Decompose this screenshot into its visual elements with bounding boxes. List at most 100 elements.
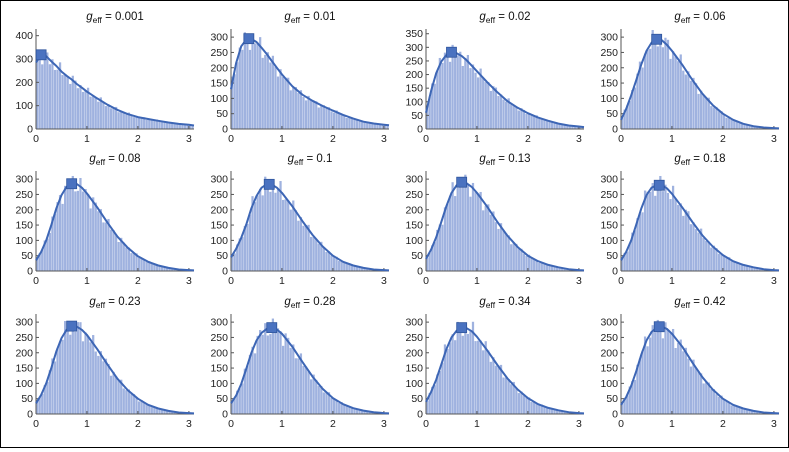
histogram-bar <box>433 242 436 271</box>
histogram-bar <box>261 57 264 129</box>
histogram-bar <box>735 405 738 414</box>
histogram-bar <box>451 182 454 271</box>
histogram-bar <box>502 230 505 271</box>
histogram-bar <box>71 322 74 414</box>
histogram-bar <box>41 393 44 414</box>
histogram-bar <box>99 97 102 129</box>
histogram-bar <box>527 397 531 414</box>
histogram-bar <box>671 328 675 414</box>
histogram-bar <box>84 332 87 414</box>
histogram-bar <box>371 412 374 414</box>
histogram-bar <box>487 204 490 271</box>
histogram-bar <box>702 237 705 271</box>
y-tick-label: 300 <box>600 32 618 44</box>
histogram-bar <box>728 402 731 414</box>
histogram-bar <box>466 333 470 414</box>
histogram-bar <box>626 105 629 129</box>
histogram-bar <box>433 83 436 129</box>
histogram-bar <box>535 260 538 271</box>
histogram-bar <box>188 125 192 129</box>
y-tick-label: 0 <box>417 266 423 278</box>
x-tick-label: 0 <box>228 275 234 287</box>
histogram-bar <box>259 188 262 271</box>
histogram-bar <box>43 50 46 130</box>
histogram-bar <box>304 366 308 414</box>
histogram-bar <box>761 269 764 271</box>
histogram-bar <box>353 119 356 129</box>
histogram-bar <box>561 124 564 129</box>
histogram-bar <box>530 115 533 129</box>
histogram-bar <box>233 398 236 414</box>
histogram-bar <box>748 266 751 271</box>
y-tick-label: 50 <box>216 108 228 120</box>
histogram-bar <box>163 410 166 414</box>
y-tick-label: 300 <box>210 32 228 44</box>
histogram-bar <box>664 184 667 271</box>
histogram-bar <box>312 374 315 414</box>
histogram-bar <box>310 236 313 271</box>
histogram-bar <box>81 91 85 129</box>
histogram-bar <box>137 401 141 414</box>
histogram-bar <box>426 106 429 129</box>
histogram-bar <box>66 181 69 271</box>
histogram-bar <box>104 222 108 271</box>
histogram-bar <box>127 247 130 271</box>
histogram-bar <box>679 339 682 414</box>
histogram-bar <box>322 247 325 271</box>
histogram-bar <box>623 109 626 129</box>
histogram-bar <box>563 268 566 271</box>
y-tick-label: 100 <box>600 378 618 390</box>
histogram-bar <box>525 114 528 129</box>
histogram-bar <box>366 411 369 414</box>
histogram-bar <box>545 121 549 129</box>
histogram-bar <box>482 350 485 414</box>
histogram-bar <box>127 112 130 129</box>
x-tick-label: 3 <box>186 418 192 430</box>
histogram-bar <box>679 203 682 271</box>
y-tick-label: 50 <box>21 250 33 262</box>
histogram-bar <box>431 386 434 414</box>
y-tick-label: 300 <box>405 317 423 329</box>
histogram-bar <box>355 119 359 129</box>
histogram-bar <box>51 358 54 414</box>
histogram-bar <box>715 394 718 414</box>
histogram-bar <box>489 214 492 271</box>
histogram-bar <box>302 96 305 129</box>
histogram-bar <box>259 37 262 130</box>
histogram-bar <box>256 42 259 129</box>
peak-marker <box>456 322 468 334</box>
y-tick-label: 150 <box>600 363 618 375</box>
histogram-bar <box>471 182 475 271</box>
histogram-bar <box>48 232 51 271</box>
histogram-bar <box>666 329 670 414</box>
y-tick-label: 300 <box>210 317 228 329</box>
y-tick-label: 250 <box>600 189 618 201</box>
histogram-bar <box>715 248 718 271</box>
histogram-bar <box>471 321 475 414</box>
histogram-bar <box>99 209 102 271</box>
histogram-bar <box>497 228 500 271</box>
histogram-bar <box>345 263 348 271</box>
histogram-bar <box>740 407 744 414</box>
histogram-bar <box>276 189 280 271</box>
histogram-bar <box>459 51 462 130</box>
histogram-bar <box>109 108 113 129</box>
histogram-bar <box>479 68 482 129</box>
x-tick-label: 1 <box>84 133 90 145</box>
histogram-bar <box>694 229 698 271</box>
histogram-bar <box>158 121 161 129</box>
histogram-bar <box>522 109 526 129</box>
histogram-bar <box>171 122 174 129</box>
panel-title: geff = 0.42 <box>674 296 725 310</box>
histogram-bar <box>740 263 744 271</box>
histogram-bar <box>623 398 626 414</box>
histogram-bar <box>738 407 741 414</box>
histogram-bar <box>315 101 318 129</box>
histogram-bar <box>122 242 125 271</box>
x-tick-label: 0 <box>423 418 429 430</box>
x-tick-label: 1 <box>279 133 285 145</box>
histogram-bar <box>487 81 490 129</box>
histogram-bar <box>253 43 257 129</box>
histogram-bar <box>684 74 687 129</box>
